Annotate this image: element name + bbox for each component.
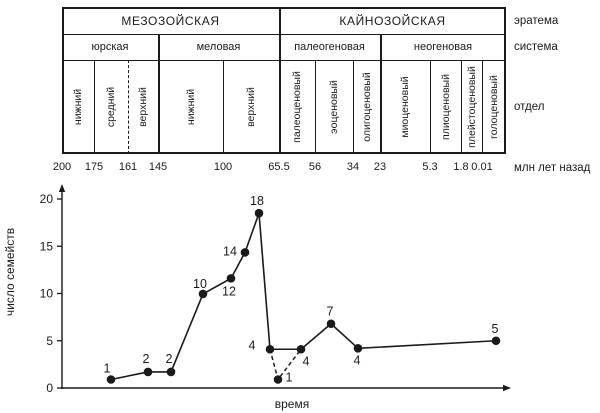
data-point-marker	[254, 208, 264, 218]
x-axis-title: время	[275, 397, 309, 411]
data-point-label: 10	[193, 277, 207, 291]
table-row-separator	[62, 60, 506, 61]
boundary-age-label: 200	[52, 161, 72, 173]
data-point-label: 1	[104, 361, 111, 375]
data-point-marker	[265, 344, 275, 354]
table-column-separator	[94, 60, 95, 154]
data-point-marker	[106, 375, 116, 384]
boundary-age-label: 65.5	[268, 161, 290, 173]
table-column-separator	[158, 34, 160, 154]
table-column-separator	[279, 7, 281, 154]
table-column-separator	[353, 60, 354, 154]
data-point-marker	[143, 367, 153, 377]
boundary-age-label: 5.3	[422, 161, 438, 173]
boundary-age-label: 161	[118, 161, 138, 173]
table-outline	[62, 7, 506, 154]
boundary-age-label: 34	[346, 161, 360, 173]
division-rank-label: отдел	[514, 101, 545, 113]
system-rank-label: система	[514, 41, 558, 53]
data-point-marker	[353, 344, 363, 353]
y-tick-label: 0	[46, 381, 53, 395]
data-point-label: 14	[223, 244, 237, 258]
boundary-age-label: 100	[213, 161, 233, 173]
data-point-marker	[198, 289, 208, 299]
data-point-marker	[166, 367, 176, 377]
y-tick-label: 5	[46, 334, 53, 348]
era-cell: МЕЗОЗОЙСКАЯ	[121, 13, 220, 28]
y-axis-title: число семейств	[3, 228, 17, 316]
table-column-separator	[223, 60, 224, 154]
data-point-label: 18	[250, 194, 264, 208]
y-axis-arrowhead	[58, 184, 66, 192]
data-point-label: 5	[492, 322, 499, 336]
system-cell: неогеновая	[413, 41, 473, 53]
era-rank-label: эратема	[514, 14, 559, 27]
data-point-marker	[273, 375, 283, 384]
data-point-marker	[226, 274, 236, 283]
table-column-separator	[380, 34, 382, 154]
table-column-separator	[482, 60, 483, 154]
table-column-separator	[461, 60, 462, 154]
era-cell: КАЙНОЗОЙСКАЯ	[339, 13, 446, 28]
data-point-marker	[240, 248, 250, 257]
boundary-age-label: 0.01	[471, 161, 493, 173]
data-point-marker	[296, 344, 306, 354]
data-point-label: 4	[354, 353, 361, 367]
data-point-label: 2	[143, 352, 150, 366]
boundary-age-label: 175	[84, 161, 104, 173]
data-point-label: 2	[166, 352, 173, 366]
table-column-separator	[430, 60, 431, 154]
y-tick-label: 20	[40, 192, 54, 206]
table-column-separator	[315, 60, 316, 154]
x-axis-arrowhead	[503, 384, 511, 392]
system-cell: палеогеновая	[294, 41, 365, 53]
boundary-age-label: 56	[308, 161, 322, 173]
system-cell: юрская	[91, 41, 129, 53]
data-point-marker	[326, 319, 336, 329]
boundary-age-label: 1.8	[453, 161, 469, 173]
system-cell: меловая	[196, 41, 241, 53]
timescale-unit-label: млн лет назад	[514, 162, 591, 174]
data-point-label: 1	[286, 370, 293, 384]
table-column-separator	[128, 60, 129, 154]
boundary-age-label: 23	[373, 161, 387, 173]
boundary-age-label: 145	[148, 161, 168, 173]
data-point-label: 4	[303, 354, 310, 368]
data-point-label: 7	[327, 305, 334, 319]
y-tick-label: 10	[40, 287, 54, 301]
data-point-marker	[491, 336, 501, 346]
table-row-separator	[62, 34, 506, 35]
data-point-label: 4	[249, 338, 256, 352]
y-tick-label: 15	[40, 239, 54, 253]
data-point-label: 12	[222, 284, 236, 298]
